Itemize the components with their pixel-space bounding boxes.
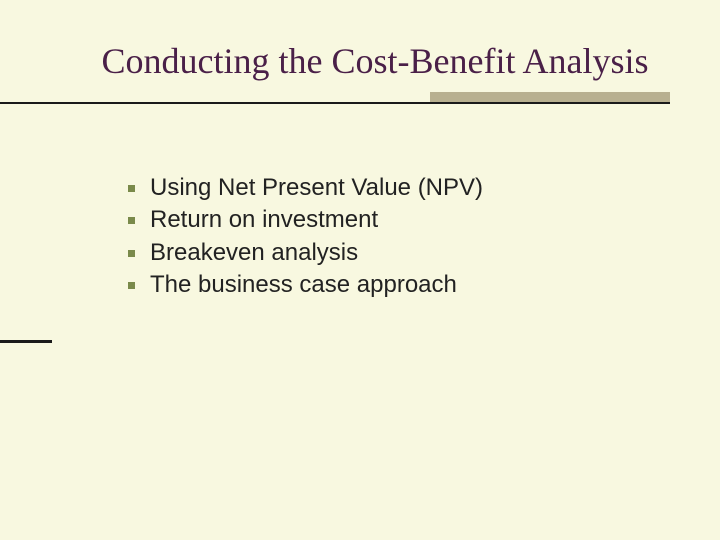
bullet-item: The business case approach (150, 269, 720, 301)
slide: Conducting the Cost-Benefit Analysis Usi… (0, 0, 720, 540)
bullet-item: Return on investment (150, 204, 720, 236)
bullet-item: Using Net Present Value (NPV) (150, 172, 720, 204)
bullet-list: Using Net Present Value (NPV) Return on … (150, 172, 720, 302)
slide-title: Conducting the Cost-Benefit Analysis (0, 40, 720, 92)
content-area: Using Net Present Value (NPV) Return on … (0, 112, 720, 302)
horizontal-rule (0, 102, 670, 104)
title-underline (0, 92, 720, 112)
bullet-item: Breakeven analysis (150, 237, 720, 269)
side-rule (0, 340, 52, 343)
